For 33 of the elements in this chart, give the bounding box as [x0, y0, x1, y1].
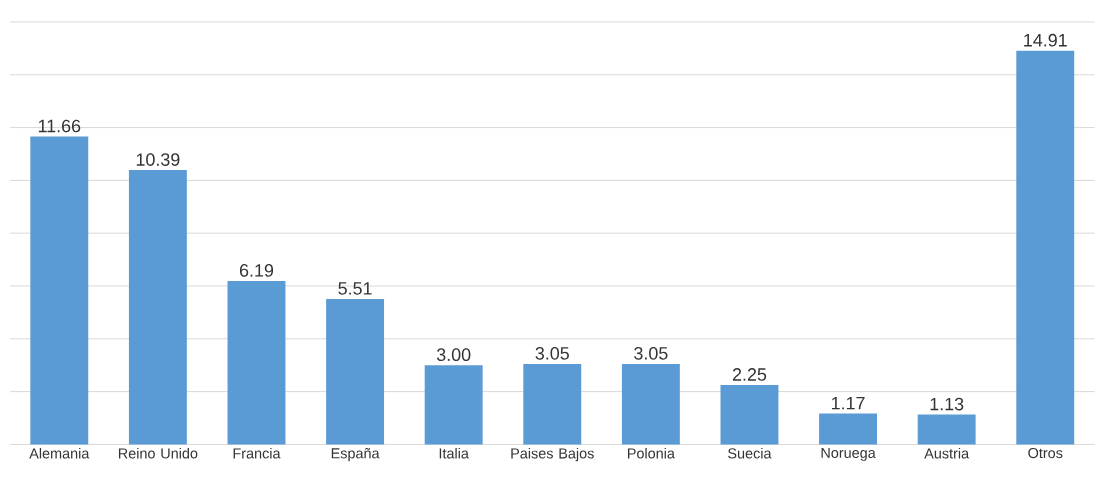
x-tick-label: Suecia — [728, 447, 772, 459]
x-tick-label: Francia — [233, 447, 281, 459]
x-tick-label: España — [331, 447, 380, 462]
data-label: 3.05 — [634, 346, 668, 360]
data-label: 1.17 — [831, 396, 865, 410]
x-tick-label: Alemania — [29, 447, 90, 459]
bar — [30, 136, 89, 445]
x-tick-label: Polonia — [627, 447, 675, 459]
bar — [424, 365, 483, 445]
x-tick-label: Paises Bajos — [511, 447, 594, 462]
bar — [917, 414, 976, 445]
data-label: 6.19 — [239, 263, 274, 277]
bar — [326, 298, 385, 445]
x-tick-label: Otros — [1028, 447, 1063, 458]
data-label: 11.66 — [38, 119, 81, 133]
bar — [227, 280, 286, 445]
bar — [819, 413, 878, 445]
data-label: 1.13 — [930, 397, 964, 411]
data-label: 2.25 — [732, 367, 767, 381]
x-tick-label: Noruega — [821, 447, 876, 461]
bar — [1016, 50, 1075, 445]
data-label: 10.39 — [136, 153, 180, 166]
x-tick-label: Reino Unido — [118, 447, 198, 459]
bar — [523, 363, 582, 445]
data-label: 14.91 — [1024, 33, 1067, 47]
x-tick-label: Italia — [439, 447, 469, 459]
data-label: 5.51 — [338, 282, 372, 295]
data-label: 3.00 — [436, 348, 471, 361]
x-tick-label: Austria — [924, 447, 970, 459]
bar — [720, 384, 779, 445]
bar — [621, 363, 680, 445]
data-label: 3.05 — [535, 346, 569, 360]
bar — [128, 169, 187, 445]
